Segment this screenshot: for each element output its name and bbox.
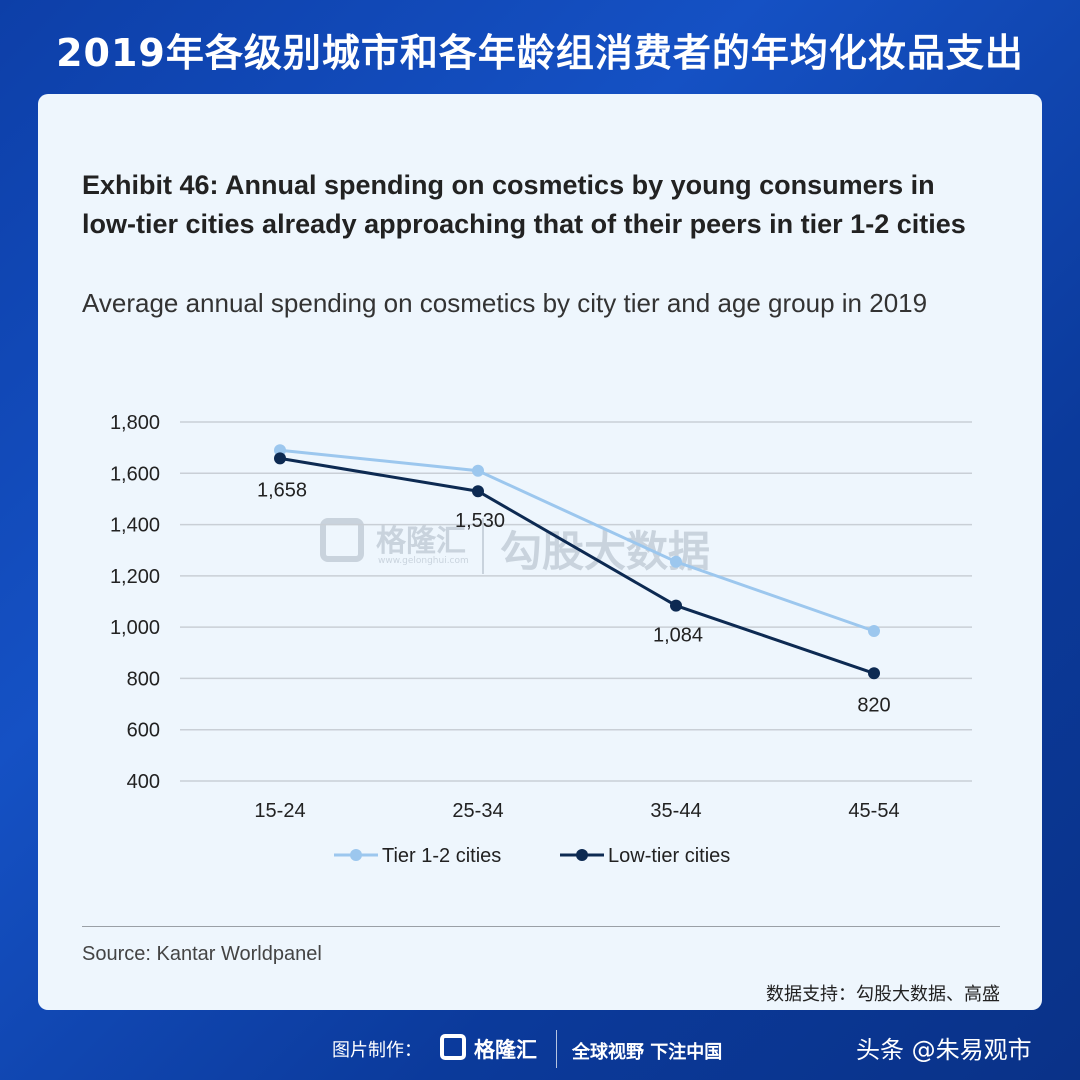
y-tick-label: 800 [127, 668, 160, 690]
footer-brand: 格隆汇 [474, 1038, 537, 1062]
data-point [274, 452, 286, 465]
footer-divider [556, 1030, 557, 1068]
y-tick-label: 600 [127, 720, 160, 742]
series-line [279, 448, 875, 633]
legend-label: Low-tier cities [608, 845, 730, 867]
data-point [670, 599, 682, 612]
y-tick-label: 1,400 [110, 515, 160, 537]
data-point [472, 464, 484, 477]
footer-handle: 头条 @朱易观市 [856, 1036, 1032, 1064]
data-support-note: 数据支持：勾股大数据、高盛 [766, 984, 1000, 1005]
x-tick-label: 15-24 [254, 800, 305, 822]
y-tick-label: 1,800 [110, 412, 160, 434]
y-tick-label: 1,200 [110, 566, 160, 588]
x-tick-label: 45-54 [848, 800, 899, 822]
chart-card [38, 94, 1042, 1010]
data-point [472, 485, 484, 498]
footer-slogan: 全球视野 下注中国 [572, 1042, 723, 1063]
exhibit-title: Exhibit 46: Annual spending on cosmetics… [82, 170, 966, 239]
footer-logo-icon [440, 1034, 466, 1060]
x-tick-label: 25-34 [452, 800, 503, 822]
x-tick-label: 35-44 [650, 800, 701, 822]
legend-label: Tier 1-2 cities [382, 845, 501, 867]
data-label: 1,084 [653, 625, 703, 647]
data-label: 1,530 [455, 510, 505, 532]
y-tick-label: 1,000 [110, 617, 160, 639]
watermark-divider [482, 518, 484, 574]
page-title: 2019年各级别城市和各年龄组消费者的年均化妆品支出 [56, 31, 1024, 75]
series-line [279, 456, 875, 675]
legend-marker [350, 849, 362, 861]
data-point [868, 667, 880, 680]
footer: 图片制作： 格隆汇 全球视野 下注中国 头条 @朱易观市 [0, 1030, 1080, 1070]
watermark-partner: 勾股大数据 [500, 527, 711, 576]
watermark-logo-icon [320, 518, 364, 562]
footer-made-by: 图片制作： [332, 1040, 422, 1061]
data-label: 820 [857, 694, 890, 716]
exhibit-subtitle: Average annual spending on cosmetics by … [82, 288, 928, 318]
source-note: Source: Kantar Worldpanel [82, 943, 322, 965]
watermark-brand: 格隆汇 [376, 524, 466, 559]
y-tick-label: 1,600 [110, 463, 160, 485]
watermark-url: www.gelonghui.com [378, 556, 469, 566]
y-tick-label: 400 [127, 771, 160, 793]
data-point [274, 444, 286, 457]
legend-marker [576, 849, 588, 861]
data-label: 1,658 [257, 479, 307, 501]
watermark: 格隆汇 www.gelonghui.com 勾股大数据 [320, 512, 780, 582]
data-point [670, 555, 682, 568]
source-divider [82, 926, 1000, 927]
data-point [868, 624, 880, 637]
